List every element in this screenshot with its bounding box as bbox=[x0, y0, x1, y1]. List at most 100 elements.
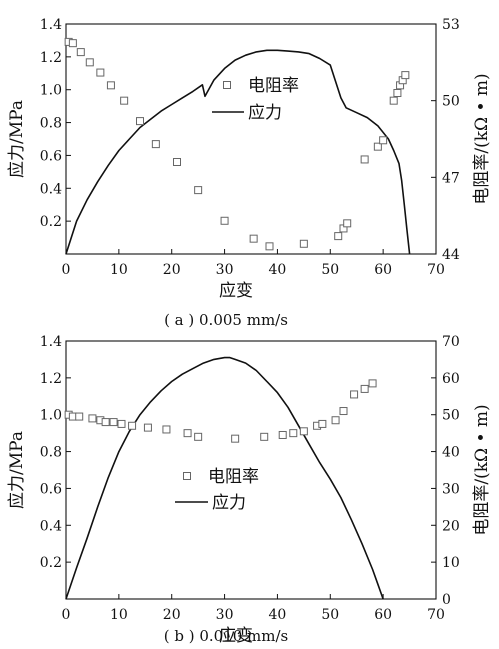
resistivity-point bbox=[183, 429, 192, 438]
y2-tick-label: 50 bbox=[442, 408, 460, 424]
y2-tick-label: 50 bbox=[442, 94, 460, 110]
y2-tick-label: 30 bbox=[442, 481, 460, 497]
resistivity-point bbox=[334, 232, 343, 241]
resistivity-point bbox=[373, 142, 382, 151]
resistivity-point bbox=[88, 414, 97, 423]
y2-tick-label: 47 bbox=[442, 170, 460, 186]
y2-tick-label: 70 bbox=[442, 334, 460, 350]
chart-caption: ( a ) 0.005 mm/s bbox=[164, 311, 288, 329]
y2-tick-label: 40 bbox=[442, 445, 460, 461]
y-tick-label: 0.2 bbox=[40, 555, 62, 571]
y-tick-label: 1.2 bbox=[40, 50, 62, 66]
x-axis-label: 应变 bbox=[219, 626, 253, 646]
resistivity-point bbox=[339, 407, 348, 416]
resistivity-point bbox=[249, 234, 258, 243]
y2-axis-label: 电阻率/(kΩ • m) bbox=[472, 73, 492, 204]
x-tick-label: 40 bbox=[269, 607, 287, 623]
resistivity-point bbox=[109, 418, 118, 427]
resistivity-point bbox=[128, 421, 137, 430]
plot-frame bbox=[65, 340, 437, 600]
resistivity-point bbox=[379, 136, 388, 145]
resistivity-point bbox=[162, 425, 171, 434]
resistivity-point bbox=[260, 432, 269, 441]
chart-caption: ( b ) 0.010 mm/s bbox=[164, 627, 289, 645]
x-tick-label: 50 bbox=[321, 607, 339, 623]
resistivity-point bbox=[76, 48, 85, 57]
resistivity-point bbox=[343, 219, 352, 228]
y2-tick-label: 44 bbox=[442, 247, 460, 263]
resistivity-point bbox=[143, 423, 152, 432]
y2-tick-label: 20 bbox=[442, 518, 460, 534]
resistivity-point bbox=[278, 430, 287, 439]
stress-series-line bbox=[65, 356, 384, 600]
y-tick-label: 1.4 bbox=[40, 17, 62, 33]
x-tick-label: 30 bbox=[216, 607, 234, 623]
legend-label-resistivity: 电阻率 bbox=[248, 76, 299, 96]
resistivity-point bbox=[151, 140, 160, 149]
x-tick-label: 20 bbox=[163, 607, 181, 623]
x-tick-label: 0 bbox=[62, 262, 71, 278]
resistivity-point bbox=[96, 68, 105, 77]
resistivity-point bbox=[136, 117, 144, 126]
x-tick-label: 60 bbox=[374, 262, 392, 278]
x-tick-label: 70 bbox=[427, 262, 445, 278]
y-tick-label: 0.2 bbox=[40, 214, 62, 230]
y-tick-label: 0.4 bbox=[40, 181, 62, 197]
legend-marker-resistivity bbox=[223, 81, 231, 89]
resistivity-point bbox=[360, 384, 369, 393]
stress-series-line bbox=[65, 49, 411, 255]
x-tick-label: 50 bbox=[321, 262, 339, 278]
legend-marker-resistivity bbox=[183, 472, 191, 480]
resistivity-point bbox=[331, 416, 340, 425]
legend-label-stress: 应力 bbox=[248, 103, 282, 123]
y-tick-label: 0.6 bbox=[40, 148, 62, 164]
resistivity-point bbox=[289, 429, 298, 438]
resistivity-point bbox=[265, 242, 274, 251]
y2-tick-label: 0 bbox=[442, 592, 451, 608]
x-tick-label: 10 bbox=[110, 607, 128, 623]
legend-label-stress: 应力 bbox=[212, 493, 246, 513]
x-tick-label: 30 bbox=[216, 262, 234, 278]
resistivity-point bbox=[194, 186, 203, 195]
y-tick-label: 0.8 bbox=[40, 116, 62, 132]
resistivity-point bbox=[299, 239, 308, 248]
x-tick-label: 70 bbox=[427, 607, 445, 623]
x-tick-label: 0 bbox=[62, 607, 71, 623]
plot-frame bbox=[65, 23, 437, 255]
resistivity-point bbox=[120, 96, 129, 105]
resistivity-point bbox=[117, 419, 126, 428]
resistivity-point bbox=[393, 89, 402, 97]
resistivity-point bbox=[231, 434, 240, 443]
x-axis-label: 应变 bbox=[219, 281, 253, 301]
resistivity-point bbox=[68, 39, 77, 48]
resistivity-point bbox=[220, 216, 229, 225]
y-tick-label: 1.0 bbox=[40, 408, 62, 424]
y2-tick-label: 10 bbox=[442, 555, 460, 571]
y-tick-label: 1.2 bbox=[40, 371, 62, 387]
y-tick-label: 0.8 bbox=[40, 445, 62, 461]
resistivity-point bbox=[389, 96, 398, 105]
resistivity-point bbox=[194, 432, 203, 441]
resistivity-point bbox=[318, 419, 327, 428]
x-tick-label: 20 bbox=[163, 262, 181, 278]
x-tick-label: 60 bbox=[374, 607, 392, 623]
resistivity-point bbox=[401, 71, 410, 80]
resistivity-point bbox=[101, 418, 110, 427]
resistivity-point bbox=[368, 379, 377, 388]
y2-axis-label: 电阻率/(kΩ • m) bbox=[472, 404, 492, 535]
y-tick-label: 0.6 bbox=[40, 481, 62, 497]
resistivity-point bbox=[75, 412, 84, 421]
y-tick-label: 1.4 bbox=[40, 334, 62, 350]
y-tick-label: 0.4 bbox=[40, 518, 62, 534]
resistivity-point bbox=[299, 427, 308, 436]
legend-label-resistivity: 电阻率 bbox=[208, 467, 259, 487]
resistivity-point bbox=[350, 390, 359, 399]
chart-b: 0 10 20 30 40 50 60 70 0.2 0.4 0.6 0.8 1.0 1.2 1.4 0 10 2… bbox=[7, 334, 492, 646]
x-tick-label: 40 bbox=[269, 262, 287, 278]
y2-tick-label: 53 bbox=[442, 17, 460, 33]
x-tick-label: 10 bbox=[110, 262, 128, 278]
resistivity-point bbox=[173, 158, 181, 166]
chart-a: 0 10 20 30 40 50 60 70 0.2 0.4 0.6 0.8 1.0 1.2 1.4 44 47… bbox=[7, 17, 492, 329]
resistivity-point bbox=[85, 58, 94, 67]
